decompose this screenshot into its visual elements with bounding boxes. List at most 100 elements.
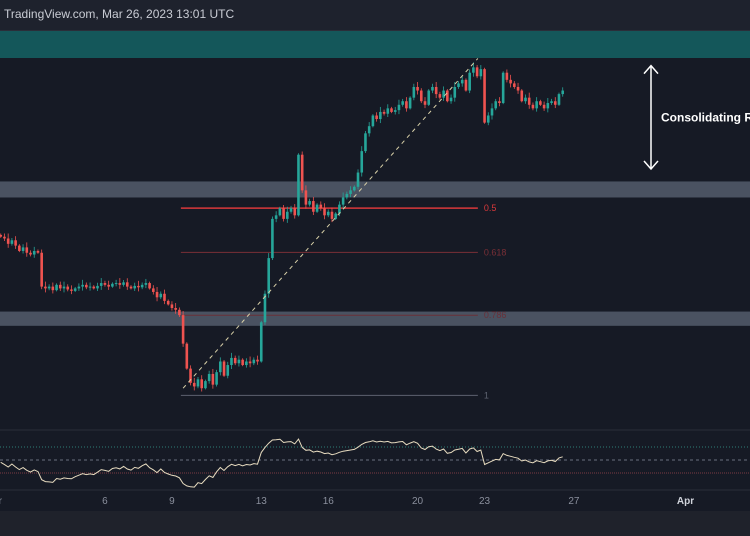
candle-body — [408, 97, 412, 109]
candle-body — [516, 86, 520, 91]
candle — [349, 186, 352, 198]
candle-body — [352, 186, 356, 191]
fib-trendline — [182, 58, 479, 389]
candle-body — [438, 94, 442, 98]
candle-body — [490, 108, 494, 116]
candle — [386, 104, 390, 117]
candle-body — [323, 208, 326, 216]
x-axis-tick-label: 13 — [256, 496, 268, 507]
zone-resistance — [0, 30, 750, 58]
candle-body — [472, 67, 475, 73]
candle-body — [10, 240, 14, 244]
candle — [282, 204, 285, 222]
candle — [233, 355, 237, 366]
candle-body — [85, 284, 88, 288]
candle-body — [300, 154, 304, 191]
candle — [312, 196, 315, 216]
candle — [81, 279, 84, 291]
candle — [352, 185, 356, 192]
candle — [129, 285, 133, 290]
candle-body — [133, 285, 137, 289]
candle — [286, 206, 289, 223]
candle — [308, 198, 311, 207]
arrow-head-down-icon — [643, 160, 659, 171]
candle-body — [349, 190, 352, 194]
x-axis-tick-label: 23 — [479, 496, 491, 507]
candle — [449, 94, 453, 104]
candle-body — [397, 104, 401, 111]
candle-body — [185, 343, 189, 369]
candle-body — [375, 115, 378, 120]
candle — [96, 282, 99, 291]
candle — [47, 284, 51, 291]
candle — [70, 285, 73, 295]
candle-body — [36, 250, 40, 253]
candle — [535, 97, 538, 112]
candle — [527, 92, 531, 109]
candle-body — [148, 283, 151, 289]
candle — [360, 146, 364, 177]
candle-body — [561, 90, 565, 95]
candle — [62, 281, 66, 293]
candle-body — [468, 72, 471, 91]
candle-body — [88, 286, 92, 288]
rsi-line — [0, 438, 563, 488]
candle — [125, 278, 129, 290]
candle-body — [479, 69, 483, 77]
candle — [99, 278, 103, 290]
candle — [330, 207, 334, 223]
candle — [550, 98, 553, 105]
candle-body — [241, 359, 244, 366]
candle — [73, 286, 77, 293]
candle — [472, 62, 475, 77]
candle — [230, 352, 233, 370]
candle — [32, 246, 36, 258]
candle-body — [486, 115, 490, 123]
candle-body — [416, 86, 419, 91]
candle — [29, 250, 32, 257]
candle — [405, 97, 408, 112]
candle — [3, 233, 6, 242]
candle-body — [18, 245, 21, 251]
candle — [219, 357, 222, 376]
candle-body — [449, 97, 453, 102]
candle — [464, 78, 468, 92]
candle-body — [58, 284, 62, 289]
candle-body — [282, 208, 285, 219]
candle-body — [263, 293, 267, 323]
candle-body — [494, 101, 498, 109]
candle-body — [271, 218, 274, 259]
candle-body — [446, 90, 449, 102]
candle-body — [215, 372, 218, 385]
candle — [382, 109, 386, 116]
candle-body — [505, 72, 509, 80]
candle-body — [293, 208, 297, 216]
candle — [174, 303, 177, 314]
candle — [434, 81, 438, 99]
candle — [222, 360, 226, 377]
candle — [367, 122, 371, 137]
candle — [248, 356, 252, 368]
candle-body — [6, 238, 10, 244]
candle-body — [174, 308, 177, 310]
candle-body — [14, 240, 17, 246]
candle-body — [304, 190, 308, 205]
candle-body — [524, 97, 527, 102]
candle-body — [66, 286, 70, 290]
candle — [494, 98, 498, 111]
candle — [274, 211, 278, 223]
candle — [490, 103, 494, 120]
candle-body — [155, 291, 159, 298]
candle-body — [40, 252, 43, 287]
candle — [6, 233, 10, 248]
candle — [181, 311, 185, 347]
candle-body — [412, 86, 416, 98]
candle — [118, 278, 122, 289]
candle-body — [226, 365, 230, 376]
candle-body — [107, 284, 110, 287]
candle — [196, 376, 200, 389]
footer-bar — [0, 511, 750, 536]
candle-body — [51, 286, 55, 291]
candle — [170, 301, 174, 311]
